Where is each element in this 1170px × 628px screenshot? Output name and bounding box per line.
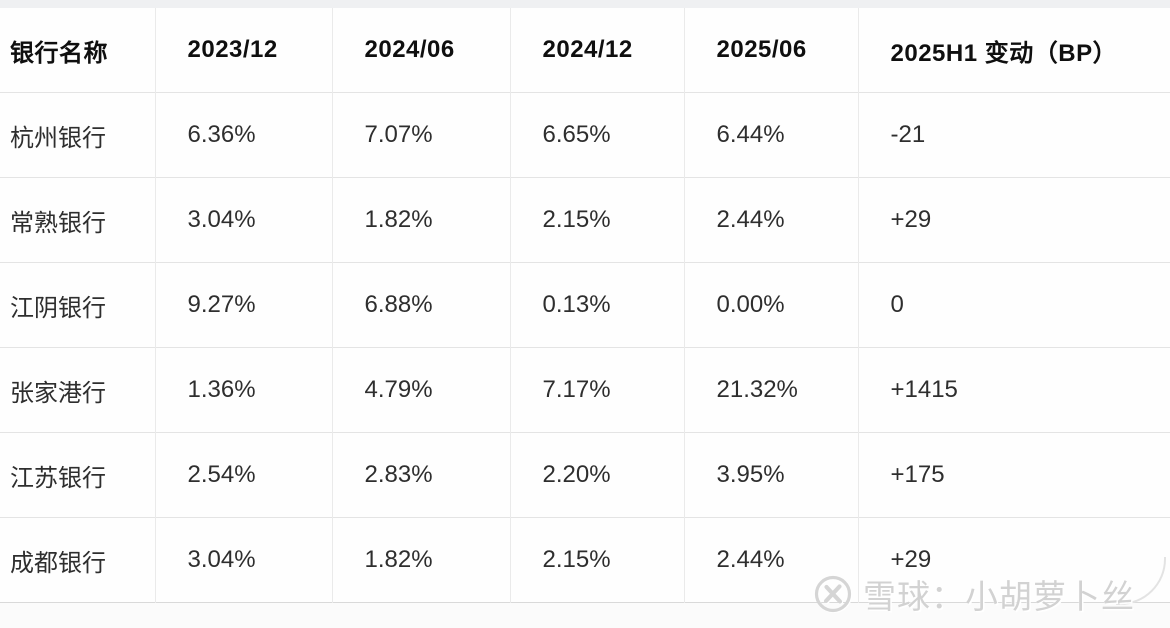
top-strip <box>0 0 1170 8</box>
value-cell: 2.44% <box>683 177 858 263</box>
value-cell: 9.27% <box>154 262 332 348</box>
column-header-2023-12: 2023/12 <box>154 8 332 93</box>
value-cell: 6.88% <box>331 262 510 348</box>
bank-rate-table: 银行名称 2023/12 2024/06 2024/12 2025/06 202… <box>0 8 1170 603</box>
table-header-row: 银行名称 2023/12 2024/06 2024/12 2025/06 202… <box>0 8 1170 93</box>
value-cell: 2.44% <box>683 517 858 603</box>
bank-name-cell: 江苏银行 <box>10 464 106 492</box>
value-cell: 6.44% <box>683 92 858 178</box>
value-cell: 0.00% <box>683 262 858 348</box>
value-cell: 1.82% <box>331 517 510 603</box>
value-cell: 7.07% <box>331 92 510 178</box>
bank-name-cell: 成都银行 <box>10 549 106 577</box>
value-cell: 2.15% <box>509 177 684 263</box>
column-header-2024-06: 2024/06 <box>331 8 510 93</box>
column-header-bank: 银行名称 <box>10 39 108 67</box>
table-row: 张家港行 1.36% 4.79% 7.17% 21.32% +1415 <box>0 347 1170 433</box>
table-row: 杭州银行 6.36% 7.07% 6.65% 6.44% -21 <box>0 92 1170 178</box>
column-header-2025h1-change: 2025H1 变动（BP） <box>857 8 1170 93</box>
change-cell: +1415 <box>857 347 1170 433</box>
value-cell: 0.13% <box>509 262 684 348</box>
bank-name-cell: 常熟银行 <box>10 209 106 237</box>
value-cell: 21.32% <box>683 347 858 433</box>
column-header-2024-12: 2024/12 <box>509 8 684 93</box>
change-cell: -21 <box>857 92 1170 178</box>
table-row: 江苏银行 2.54% 2.83% 2.20% 3.95% +175 <box>0 432 1170 518</box>
value-cell: 3.95% <box>683 432 858 518</box>
value-cell: 2.15% <box>509 517 684 603</box>
value-cell: 6.36% <box>154 92 332 178</box>
table-row: 江阴银行 9.27% 6.88% 0.13% 0.00% 0 <box>0 262 1170 348</box>
value-cell: 3.04% <box>154 177 332 263</box>
value-cell: 3.04% <box>154 517 332 603</box>
value-cell: 1.36% <box>154 347 332 433</box>
table-row: 常熟银行 3.04% 1.82% 2.15% 2.44% +29 <box>0 177 1170 263</box>
table-row: 成都银行 3.04% 1.82% 2.15% 2.44% +29 <box>0 517 1170 603</box>
value-cell: 4.79% <box>331 347 510 433</box>
column-header-2025-06: 2025/06 <box>683 8 858 93</box>
bank-name-cell: 张家港行 <box>10 379 106 407</box>
change-cell: 0 <box>857 262 1170 348</box>
value-cell: 2.20% <box>509 432 684 518</box>
bank-name-cell: 杭州银行 <box>10 124 106 152</box>
value-cell: 7.17% <box>509 347 684 433</box>
change-cell: +175 <box>857 432 1170 518</box>
value-cell: 6.65% <box>509 92 684 178</box>
value-cell: 2.83% <box>331 432 510 518</box>
bank-name-cell: 江阴银行 <box>10 294 106 322</box>
value-cell: 2.54% <box>154 432 332 518</box>
value-cell: 1.82% <box>331 177 510 263</box>
change-cell: +29 <box>857 177 1170 263</box>
